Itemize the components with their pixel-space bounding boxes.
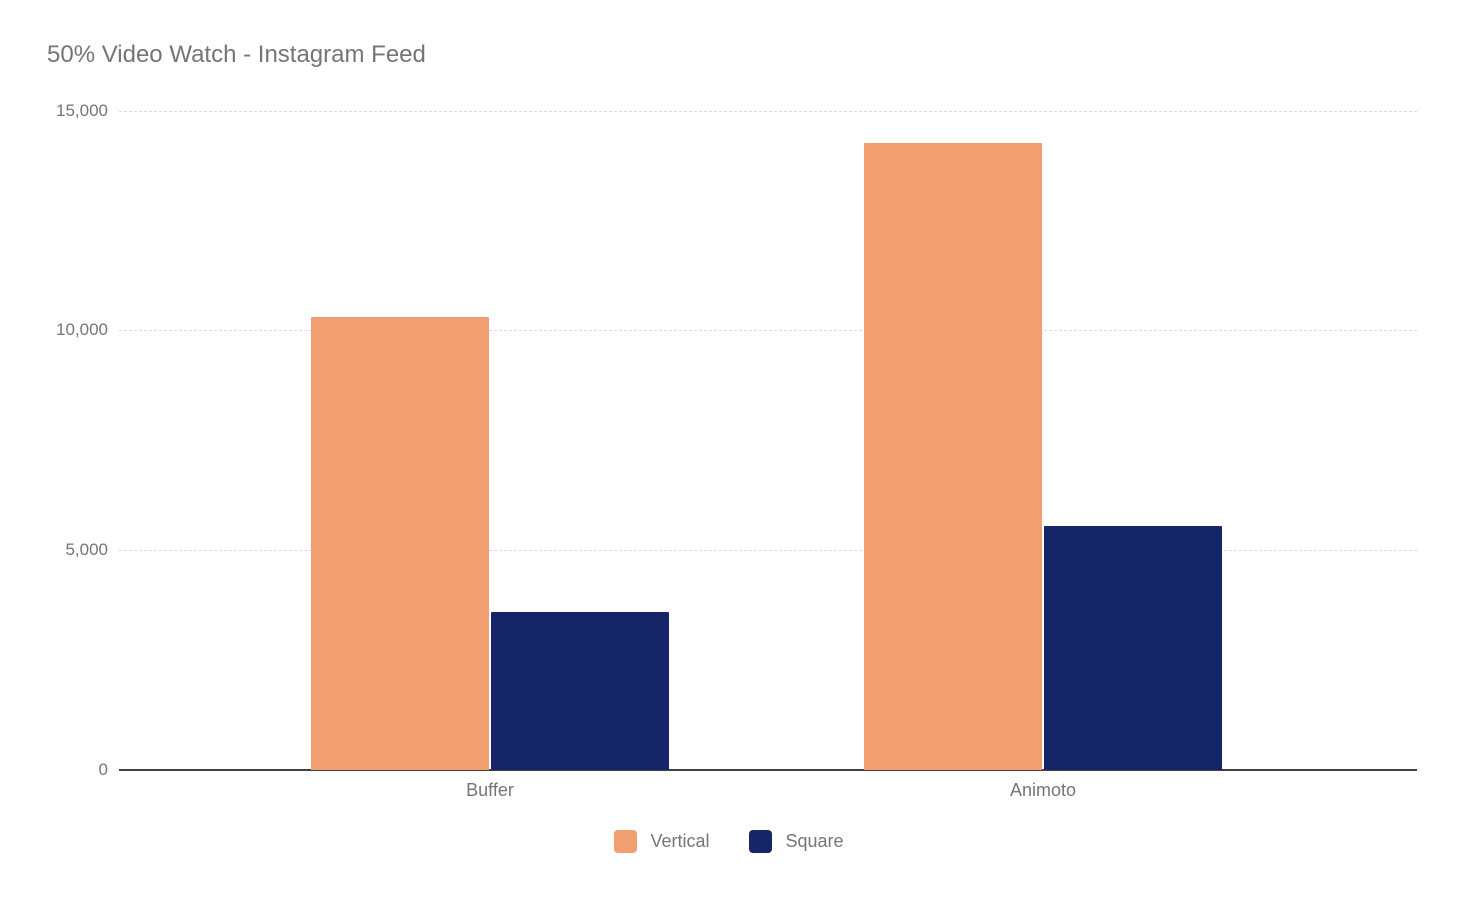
ytick-label-10000: 10,000 [56, 320, 108, 340]
legend-item-square[interactable]: Square [749, 830, 844, 853]
gridline-10000 [119, 330, 1417, 332]
chart-title: 50% Video Watch - Instagram Feed [47, 41, 426, 68]
legend-label-vertical: Vertical [650, 831, 710, 851]
gridline-5000 [119, 550, 1417, 552]
x-axis-line [119, 769, 1417, 771]
bar-animoto-square[interactable] [1044, 525, 1222, 770]
ytick-label-5000: 5,000 [65, 540, 108, 560]
legend-item-vertical[interactable]: Vertical [614, 830, 709, 853]
ytick-label-0: 0 [98, 760, 108, 779]
legend-label-square: Square [785, 831, 844, 851]
ytick-label-15000: 15,000 [56, 100, 108, 120]
bar-buffer-square[interactable] [491, 611, 669, 770]
bar-buffer-vertical[interactable] [311, 317, 489, 770]
legend-swatch-vertical [614, 830, 638, 853]
legend-swatch-square [749, 830, 773, 853]
legend: Vertical Square [0, 830, 1458, 853]
category-label-buffer: Buffer [466, 780, 514, 800]
gridline-15000 [119, 110, 1417, 112]
bar-animoto-vertical[interactable] [864, 143, 1042, 770]
category-label-animoto: Animoto [1009, 780, 1077, 800]
